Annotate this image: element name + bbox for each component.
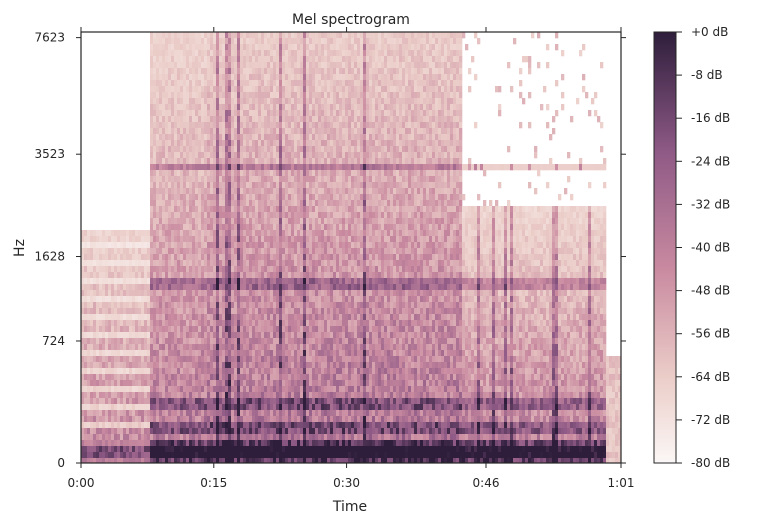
colorbar-tick-label: -72 dB (691, 413, 730, 427)
spectrogram-image (81, 32, 621, 464)
x-axis-label: Time (332, 499, 367, 515)
y-tick-label: 3523 (34, 147, 65, 161)
colorbar-ticks: +0 dB -8 dB -16 dB -24 dB -32 dB -40 dB -48 dB… (676, 25, 730, 470)
x-tick-label: 1:01 (608, 476, 635, 490)
colorbar-tick-label: -80 dB (691, 456, 730, 470)
colorbar-tick-label: -32 dB (691, 197, 730, 211)
y-tick-label: 7623 (34, 31, 65, 45)
y-tick-label: 724 (42, 334, 65, 348)
colorbar-tick-label: -56 dB (691, 327, 730, 341)
colorbar-tick-label: -48 dB (691, 284, 730, 298)
chart-title: Mel spectrogram (292, 12, 410, 28)
x-tick-label: 0:00 (68, 476, 95, 490)
colorbar (654, 32, 676, 463)
colorbar-tick-label: -64 dB (691, 370, 730, 384)
colorbar-tick-label: -24 dB (691, 154, 730, 168)
y-tick-label: 0 (57, 456, 65, 470)
x-tick-label: 0:46 (473, 476, 500, 490)
y-tick-label: 1628 (34, 250, 65, 264)
x-tick-label: 0:15 (200, 476, 227, 490)
colorbar-tick-label: +0 dB (691, 25, 728, 39)
x-tick-label: 0:30 (333, 476, 360, 490)
y-axis-label: Hz (12, 239, 28, 257)
colorbar-tick-label: -16 dB (691, 111, 730, 125)
colorbar-tick-label: -8 dB (691, 68, 723, 82)
colorbar-tick-label: -40 dB (691, 241, 730, 255)
